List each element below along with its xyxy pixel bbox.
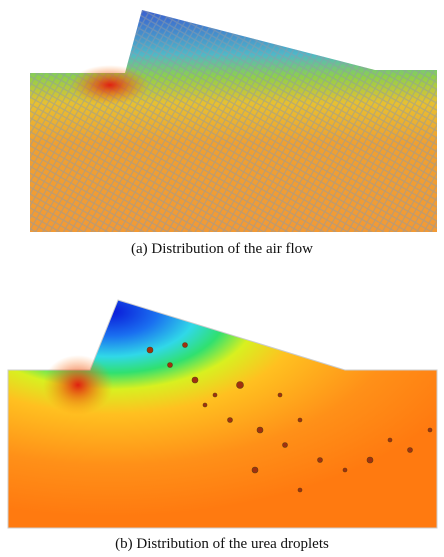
caption: (a) Distribution of the air flow (130, 241, 314, 257)
figure-b (7, 299, 438, 529)
vector-texture (30, 10, 437, 232)
droplet-field (7, 299, 438, 529)
caption: (b) Distribution of the urea droplets (115, 536, 329, 552)
droplets (146, 342, 433, 493)
figure-a (30, 10, 437, 232)
hot-spot (43, 355, 113, 415)
hot-spot (70, 65, 150, 105)
